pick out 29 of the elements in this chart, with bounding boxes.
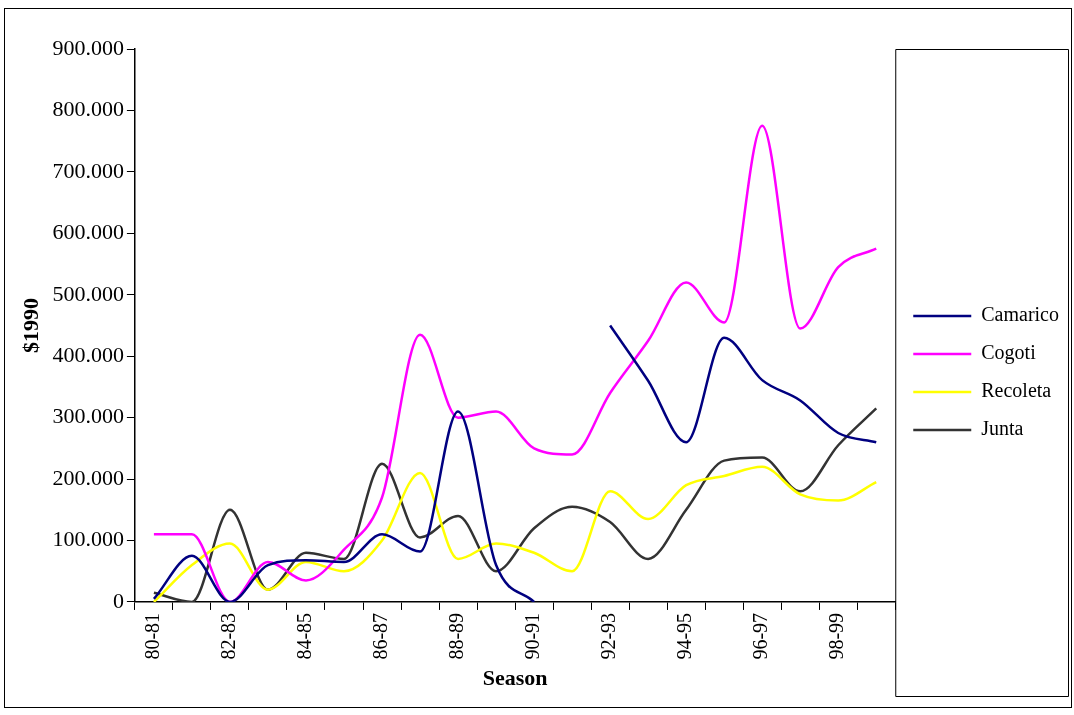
x-tick-label: 94-95 <box>673 612 696 660</box>
y-tick-label: 700.000 <box>52 157 124 183</box>
line-series <box>152 465 878 602</box>
x-tick-label: 80-81 <box>141 612 164 660</box>
legend-label: Junta <box>981 417 1024 440</box>
legend-label: Recoleta <box>981 379 1052 402</box>
x-tick-label: 86-87 <box>369 612 392 660</box>
y-axis-title: $1990 <box>17 297 43 353</box>
y-tick-label: 0 <box>112 587 124 613</box>
legend-label: Camarico <box>981 303 1060 326</box>
x-tick-label: 88-89 <box>445 612 468 660</box>
y-tick-label: 400.000 <box>52 341 124 367</box>
x-axis-title: Season <box>482 665 548 691</box>
line-series <box>152 124 878 602</box>
y-tick-label: 500.000 <box>52 280 124 306</box>
y-tick-label: 100.000 <box>52 526 124 552</box>
x-tick-label: 92-93 <box>597 612 620 660</box>
y-tick-label: 900.000 <box>52 34 124 60</box>
legend-label: Cogoti <box>981 341 1037 365</box>
x-tick-label: 90-91 <box>521 612 544 660</box>
x-tick-label: 84-85 <box>293 612 316 660</box>
x-tick-label: 98-99 <box>825 612 848 660</box>
y-tick-label: 600.000 <box>52 219 124 245</box>
x-tick-label: 96-97 <box>749 612 772 660</box>
line-series <box>152 407 878 602</box>
y-tick-label: 200.000 <box>52 464 124 490</box>
y-tick-label: 300.000 <box>52 403 124 429</box>
y-tick-label: 800.000 <box>52 96 124 122</box>
x-tick-label: 82-83 <box>217 612 240 660</box>
